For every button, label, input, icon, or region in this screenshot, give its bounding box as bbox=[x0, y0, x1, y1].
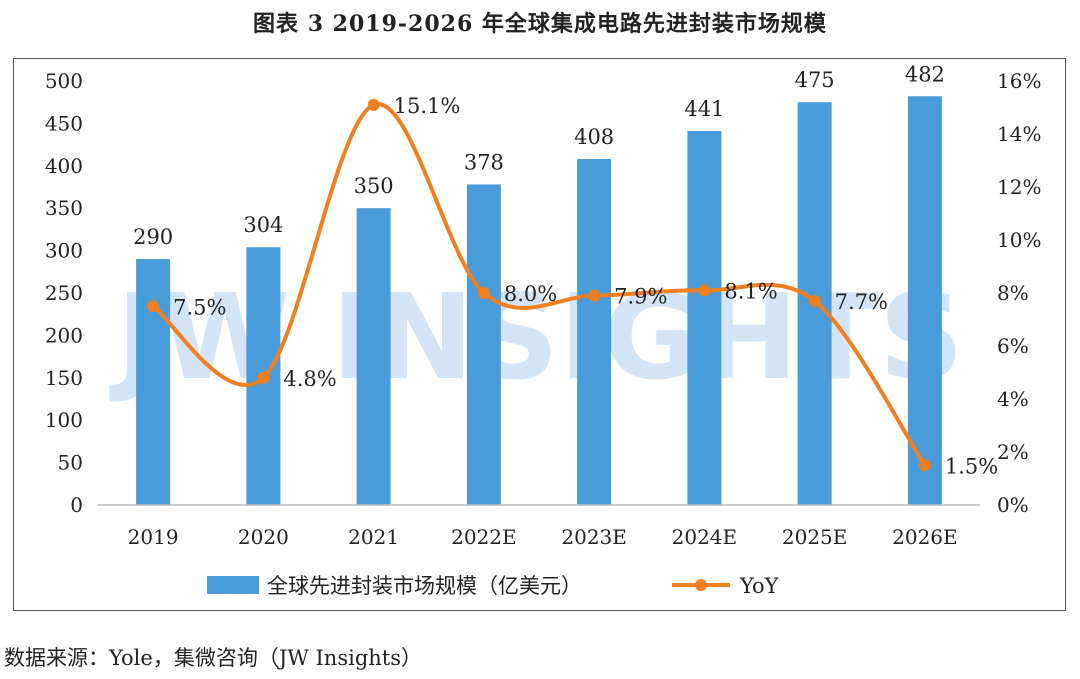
yoy-value-label: 1.5% bbox=[945, 454, 998, 478]
y-left-tick: 350 bbox=[45, 196, 83, 220]
x-tick-label: 2019 bbox=[128, 525, 179, 549]
legend-bar-label: 全球先进封装市场规模（亿美元） bbox=[267, 574, 582, 598]
yoy-value-label: 8.0% bbox=[504, 282, 557, 306]
yoy-point-2026E bbox=[918, 459, 931, 472]
bar-series bbox=[136, 96, 942, 506]
yoy-value-label: 7.7% bbox=[835, 290, 888, 314]
yoy-point-2019 bbox=[147, 300, 160, 313]
bar-2023E bbox=[577, 159, 612, 506]
bar-2024E bbox=[687, 131, 722, 506]
y-left-tick: 0 bbox=[70, 493, 83, 517]
axes: 0 50 100 150 200 250 300 350 400 450 500 0% 2% 4% 6% 8%… bbox=[45, 69, 1042, 549]
y-right-tick: 14% bbox=[997, 122, 1041, 146]
y-left-tick: 250 bbox=[45, 281, 83, 305]
chart-frame bbox=[13, 58, 1066, 611]
y-right-tick: 10% bbox=[997, 228, 1041, 252]
y-right-tick: 0% bbox=[997, 493, 1029, 517]
y-left-tick: 500 bbox=[45, 69, 83, 93]
x-tick-label: 2024E bbox=[672, 525, 738, 549]
bar-value-label: 378 bbox=[464, 150, 504, 174]
y-left-tick: 50 bbox=[58, 451, 83, 475]
chart-title: 图表 3 2019-2026 年全球集成电路先进封装市场规模 bbox=[253, 11, 827, 37]
bar-value-label: 290 bbox=[133, 225, 173, 249]
y-left-tick: 200 bbox=[45, 323, 83, 347]
yoy-value-label: 4.8% bbox=[283, 367, 336, 391]
y-left-tick: 400 bbox=[45, 154, 83, 178]
x-tick-label: 2021 bbox=[348, 525, 399, 549]
y-right-tick: 2% bbox=[997, 440, 1029, 464]
x-tick-label: 2020 bbox=[238, 525, 289, 549]
y-right-tick: 6% bbox=[997, 334, 1029, 358]
y-left-tick: 450 bbox=[45, 111, 83, 135]
yoy-point-2020 bbox=[257, 371, 270, 384]
bar-2026E bbox=[907, 96, 942, 505]
bar-2019 bbox=[136, 259, 171, 505]
yoy-value-label: 7.9% bbox=[614, 285, 667, 309]
y-right-tick: 16% bbox=[997, 69, 1041, 93]
legend-line-label: YoY bbox=[739, 574, 780, 598]
bar-value-label: 408 bbox=[574, 125, 614, 149]
bar-value-label: 482 bbox=[905, 62, 945, 86]
yoy-point-2021 bbox=[367, 98, 380, 111]
yoy-point-2024E bbox=[698, 284, 711, 297]
line-series bbox=[147, 98, 931, 472]
yoy-point-2022E bbox=[477, 287, 490, 299]
bar-value-label: 350 bbox=[354, 174, 394, 198]
x-tick-label: 2023E bbox=[561, 525, 627, 549]
bar-value-label: 475 bbox=[795, 68, 835, 92]
source-note: 数据来源：Yole，集微咨询（JW Insights） bbox=[4, 646, 422, 670]
y-right-tick: 8% bbox=[997, 281, 1029, 305]
bar-value-label: 441 bbox=[684, 97, 724, 121]
y-left-tick: 100 bbox=[45, 408, 83, 432]
x-tick-label: 2022E bbox=[451, 525, 517, 549]
data-labels: 290 304 350 378 408 441 475 482 7.5% 4.8% 15.1% 8.0… bbox=[133, 62, 998, 478]
bar-2021 bbox=[356, 208, 391, 505]
y-right-tick: 4% bbox=[997, 387, 1029, 411]
bar-value-label: 304 bbox=[243, 213, 283, 237]
x-tick-label: 2025E bbox=[782, 525, 848, 549]
yoy-value-label: 15.1% bbox=[394, 94, 461, 118]
x-tick-label: 2026E bbox=[892, 525, 958, 549]
y-right-tick: 12% bbox=[997, 175, 1041, 199]
y-left-tick: 150 bbox=[45, 366, 83, 390]
legend-bar-swatch bbox=[207, 576, 259, 594]
yoy-value-label: 8.1% bbox=[724, 279, 777, 303]
legend: 全球先进封装市场规模（亿美元） YoY bbox=[207, 574, 780, 598]
y-left-tick: 300 bbox=[45, 239, 83, 263]
yoy-point-2025E bbox=[808, 294, 821, 307]
yoy-point-2023E bbox=[588, 289, 601, 302]
bar-2022E bbox=[466, 184, 501, 505]
legend-line-marker bbox=[695, 579, 707, 591]
yoy-value-label: 7.5% bbox=[173, 295, 226, 319]
